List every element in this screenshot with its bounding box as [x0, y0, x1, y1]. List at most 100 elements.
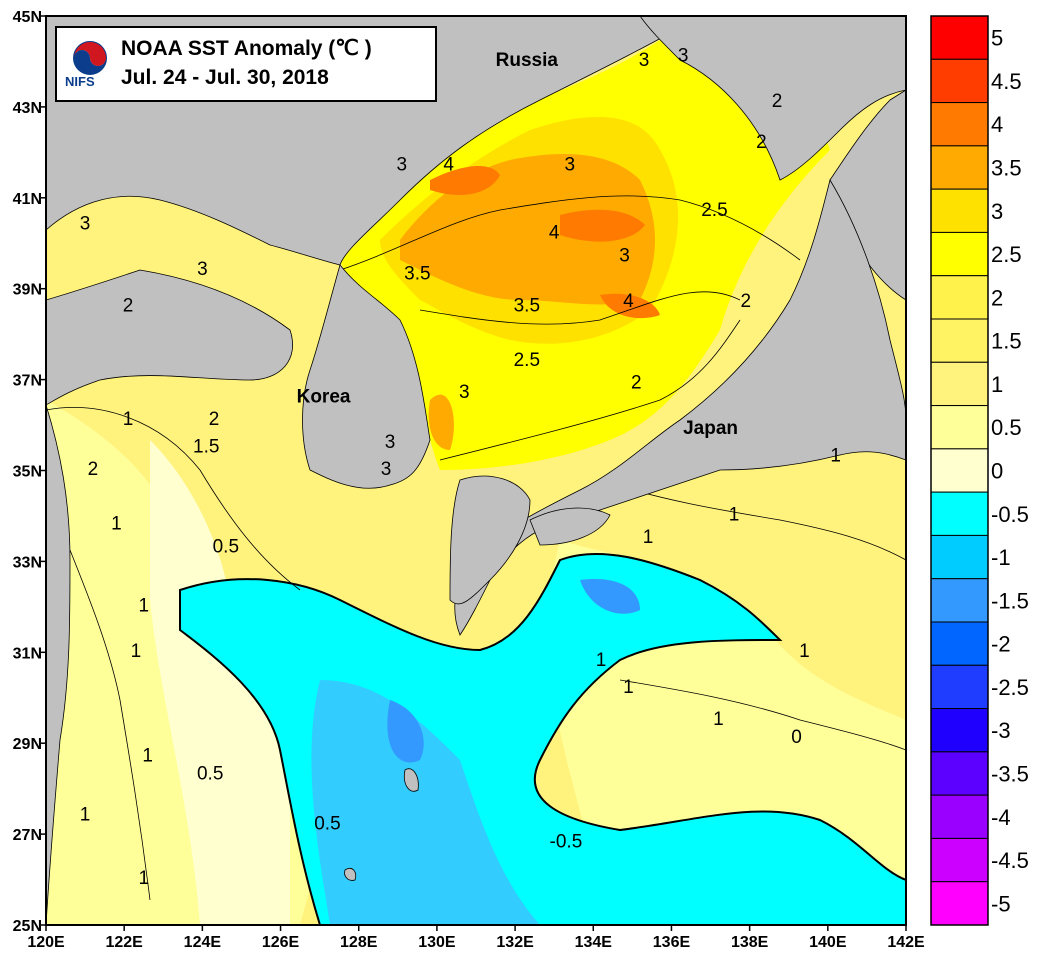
y-tick-label: 41N — [13, 191, 42, 208]
x-tick-label: 138E — [731, 934, 769, 951]
x-tick-label: 142E — [887, 934, 925, 951]
contour-label: 3 — [678, 45, 689, 66]
colorbar-label: 1.5 — [991, 329, 1022, 354]
y-tick-label: 33N — [13, 554, 42, 571]
x-axis-ticks: 120E 122E 124E 126E 128E 130E 132E 134E 136E 138E… — [27, 925, 925, 951]
land-island-small — [344, 867, 357, 881]
colorbar-swatch — [930, 534, 989, 580]
map-plot-area — [46, 16, 906, 925]
y-tick-label: 43N — [13, 100, 42, 117]
x-tick-label: 124E — [184, 934, 222, 951]
contour-label: 1 — [596, 650, 607, 671]
x-tick-label: 132E — [496, 934, 534, 951]
x-tick-label: 122E — [105, 934, 143, 951]
contour-label: 1 — [830, 445, 841, 466]
colorbar-label: 4 — [991, 112, 1003, 137]
colorbar-swatch — [930, 794, 989, 839]
colorbar-label: -2 — [991, 632, 1011, 657]
colorbar-swatch — [930, 145, 989, 190]
x-tick-label: 134E — [575, 934, 613, 951]
contour-label: 2 — [631, 373, 642, 394]
anomaly-region-minus-0.5 — [311, 680, 540, 925]
contour-label: 0 — [791, 727, 802, 748]
contour-label: 3 — [197, 259, 208, 280]
x-tick-label: 136E — [653, 934, 691, 951]
colorbar-swatch — [930, 708, 989, 753]
map-title: NOAA SST Anomaly (℃ ) — [121, 37, 372, 60]
contour-label: 3 — [385, 432, 396, 453]
y-tick-label: 45N — [13, 9, 42, 26]
colorbar-swatch — [930, 231, 989, 277]
contour-label: 2 — [88, 459, 99, 480]
colorbar-swatch — [930, 318, 989, 363]
anomaly-region-minus-1 — [387, 700, 424, 763]
colorbar-label: -3 — [991, 718, 1011, 743]
contour-label: 2 — [123, 295, 134, 316]
contour-label: 3.5 — [514, 295, 540, 316]
colorbar-swatch — [930, 15, 989, 60]
y-axis-ticks: 45N 43N 41N 39N 37N 35N 33N 31N 29N 27N 25N — [13, 9, 46, 935]
contour-label: 2.5 — [514, 350, 540, 371]
contour-label: 3 — [619, 245, 630, 266]
contour-label: 3.5 — [404, 264, 430, 285]
colorbar-swatch — [930, 751, 989, 796]
place-label: Korea — [297, 386, 351, 407]
anomaly-region-minus-1-b — [580, 579, 640, 614]
colorbar-swatch — [930, 58, 989, 104]
colorbar-label: 0 — [991, 459, 1003, 484]
y-tick-label: 39N — [13, 282, 42, 299]
colorbar: 5 4.5 4 3.5 3 2.5 2 1.5 1 0.5 0 -0.5 -1 -1.5 -2 -2.5 -3 -… — [930, 15, 1029, 926]
y-tick-label: 35N — [13, 464, 42, 481]
contour-label: 2.5 — [701, 200, 727, 221]
y-tick-label: 37N — [13, 373, 42, 390]
contour-label: 0.5 — [197, 764, 223, 785]
contour-label: 1 — [799, 641, 810, 662]
contour-label: 1 — [123, 409, 134, 430]
title-box: NIFS NOAA SST Anomaly (℃ ) Jul. 24 - Jul… — [55, 26, 437, 102]
contour-label: 3 — [459, 382, 470, 403]
land-shandong — [46, 269, 293, 406]
land-kyushu — [449, 475, 531, 605]
x-tick-label: 130E — [418, 934, 456, 951]
colorbar-label: 0.5 — [991, 415, 1022, 440]
colorbar-swatch — [930, 188, 989, 233]
x-tick-label: 120E — [27, 934, 65, 951]
contour-label: 1 — [131, 641, 142, 662]
colorbar-label: -1 — [991, 545, 1011, 570]
y-tick-label: 25N — [13, 918, 42, 935]
contour-label: 1.5 — [193, 436, 219, 457]
colorbar-swatch — [930, 621, 989, 666]
contour-label: -0.5 — [550, 832, 583, 853]
y-tick-label: 27N — [13, 827, 42, 844]
colorbar-swatch — [930, 664, 989, 710]
contour-label: 2 — [209, 409, 220, 430]
contour-lines — [46, 195, 906, 901]
land-korea — [302, 264, 431, 489]
contour-label: 3 — [80, 214, 91, 235]
place-labels: Russia Korea Japan — [297, 50, 738, 439]
contour-label: 1 — [138, 595, 149, 616]
map-date-range: Jul. 24 - Jul. 30, 2018 — [121, 66, 329, 89]
x-tick-label: 140E — [809, 934, 847, 951]
colorbar-label: 3.5 — [991, 156, 1022, 181]
contour-label: 4 — [443, 155, 454, 176]
contour-label: 0.5 — [213, 536, 239, 557]
colorbar-swatch — [930, 448, 989, 493]
land-okinawa — [403, 768, 419, 792]
contour-label: 1 — [80, 804, 91, 825]
colorbar-label: 1 — [991, 372, 1003, 397]
anomaly-region-4 — [430, 165, 500, 195]
contour-label: 1 — [713, 709, 724, 730]
contour-label: 3 — [396, 155, 407, 176]
colorbar-swatch — [930, 881, 989, 926]
colorbar-swatch — [930, 405, 989, 450]
contour-label: 2 — [740, 291, 751, 312]
place-label: Russia — [496, 50, 559, 71]
y-tick-label: 31N — [13, 645, 42, 662]
contour-label: 1 — [138, 868, 149, 889]
anomaly-region-4-c — [600, 293, 660, 319]
contour-label: 1 — [111, 514, 122, 535]
colorbar-swatch — [930, 578, 989, 623]
